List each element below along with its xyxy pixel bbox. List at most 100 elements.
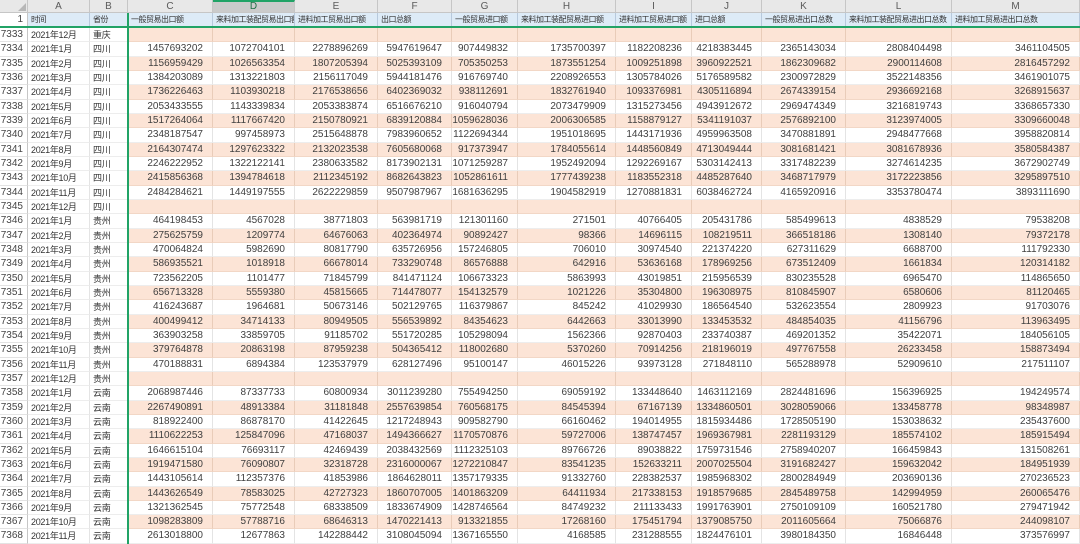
cell[interactable]: 152633211 xyxy=(616,457,692,473)
cell[interactable]: 556539892 xyxy=(378,314,452,329)
cell[interactable]: 1449197555 xyxy=(213,185,295,200)
cell[interactable]: 363903258 xyxy=(128,328,213,344)
cell[interactable]: 159632042 xyxy=(846,457,952,473)
cell[interactable]: 1919471580 xyxy=(128,457,213,473)
header-cell-D[interactable]: 来料加工装配贸易出口额 xyxy=(213,13,295,26)
header-cell-A[interactable]: 时间 xyxy=(28,13,90,26)
cell[interactable]: 66678014 xyxy=(295,257,378,272)
cell[interactable]: 585499613 xyxy=(762,214,846,229)
cell[interactable]: 26233458 xyxy=(846,343,952,358)
cell[interactable]: 178969256 xyxy=(692,257,762,272)
row-header-7339[interactable]: 7339 xyxy=(0,113,28,129)
cell[interactable]: 3468717979 xyxy=(762,171,846,186)
cell[interactable]: 1272210847 xyxy=(452,457,518,473)
cell[interactable]: 841471124 xyxy=(378,271,452,286)
cell[interactable]: 31181848 xyxy=(295,400,378,415)
header-cell-I[interactable]: 进料加工贸易进口额 xyxy=(616,13,692,26)
cell[interactable]: 121301160 xyxy=(452,214,518,229)
cell[interactable]: 113963495 xyxy=(952,314,1080,329)
cell[interactable]: 1112325103 xyxy=(452,443,518,458)
cell[interactable]: 8173902131 xyxy=(378,156,452,172)
cell[interactable]: 41156796 xyxy=(846,314,952,329)
cell[interactable]: 4485287640 xyxy=(692,171,762,186)
cell[interactable]: 373576997 xyxy=(952,529,1080,544)
cell[interactable]: 59727006 xyxy=(518,429,616,444)
cell[interactable]: 3216819743 xyxy=(846,99,952,114)
cell[interactable]: 3274614235 xyxy=(846,156,952,172)
cell[interactable]: 194249574 xyxy=(952,386,1080,401)
row-header-7354[interactable]: 7354 xyxy=(0,328,28,344)
cell[interactable] xyxy=(616,199,692,215)
row-header-7366[interactable]: 7366 xyxy=(0,500,28,516)
cell[interactable]: 2053433555 xyxy=(128,99,213,114)
row-header-7365[interactable]: 7365 xyxy=(0,486,28,501)
row-header-7346[interactable]: 7346 xyxy=(0,214,28,229)
cell[interactable]: 34714133 xyxy=(213,314,295,329)
cell[interactable]: 云南 xyxy=(90,529,128,544)
cell[interactable] xyxy=(762,28,846,43)
cell[interactable]: 203690136 xyxy=(846,472,952,487)
cell[interactable]: 3980184350 xyxy=(762,529,846,544)
cell[interactable]: 3580584387 xyxy=(952,142,1080,157)
cell[interactable]: 4567028 xyxy=(213,214,295,229)
cell[interactable]: 6402369032 xyxy=(378,85,452,100)
cell[interactable]: 2011605664 xyxy=(762,515,846,530)
cell[interactable]: 2021年3月 xyxy=(28,70,90,86)
cell[interactable]: 重庆 xyxy=(90,28,128,43)
cell[interactable]: 1735700397 xyxy=(518,42,616,57)
cell[interactable]: 217511107 xyxy=(952,357,1080,372)
cell[interactable]: 30974540 xyxy=(616,242,692,258)
cell[interactable]: 723562205 xyxy=(128,271,213,286)
cell[interactable]: 1443626549 xyxy=(128,486,213,501)
cell[interactable]: 628127496 xyxy=(378,357,452,372)
cell[interactable]: 3368657330 xyxy=(952,99,1080,114)
cell[interactable]: 1517264064 xyxy=(128,113,213,129)
cell[interactable]: 5370260 xyxy=(518,343,616,358)
cell[interactable]: 502129765 xyxy=(378,300,452,315)
cell[interactable]: 2021年4月 xyxy=(28,257,90,272)
cell[interactable]: 2021年9月 xyxy=(28,500,90,516)
cell[interactable]: 67167139 xyxy=(616,400,692,415)
cell[interactable]: 2112345192 xyxy=(295,171,378,186)
cell[interactable]: 5559380 xyxy=(213,285,295,301)
cell[interactable]: 1952492094 xyxy=(518,156,616,172)
cell[interactable]: 279471942 xyxy=(952,500,1080,516)
cell[interactable]: 1182208236 xyxy=(616,42,692,57)
cell[interactable]: 2132023538 xyxy=(295,142,378,157)
cell[interactable] xyxy=(952,199,1080,215)
row-header-7358[interactable]: 7358 xyxy=(0,386,28,401)
cell[interactable]: 3522148356 xyxy=(846,70,952,86)
cell[interactable]: 贵州 xyxy=(90,314,128,329)
cell[interactable]: 6038462724 xyxy=(692,185,762,200)
cell[interactable]: 7983960652 xyxy=(378,128,452,143)
cell[interactable]: 四川 xyxy=(90,142,128,157)
cell[interactable]: 156396925 xyxy=(846,386,952,401)
cell[interactable]: 1018918 xyxy=(213,257,295,272)
cell[interactable]: 20863198 xyxy=(213,343,295,358)
cell[interactable]: 4218383445 xyxy=(692,42,762,57)
cell[interactable] xyxy=(616,28,692,43)
cell[interactable]: 2021年4月 xyxy=(28,429,90,444)
cell[interactable]: 218196019 xyxy=(692,343,762,358)
cell[interactable]: 1367165550 xyxy=(452,529,518,544)
cell[interactable]: 2021年8月 xyxy=(28,142,90,157)
cell[interactable]: 2021年1月 xyxy=(28,42,90,57)
cell[interactable]: 贵州 xyxy=(90,371,128,387)
cell[interactable] xyxy=(128,28,213,43)
cell[interactable]: 7605680068 xyxy=(378,142,452,157)
cell[interactable]: 3958820814 xyxy=(952,128,1080,143)
cell[interactable]: 3461104505 xyxy=(952,42,1080,57)
cell[interactable]: 2365143034 xyxy=(762,42,846,57)
cell[interactable]: 118002680 xyxy=(452,343,518,358)
row-header-7337[interactable]: 7337 xyxy=(0,85,28,100)
cell[interactable]: 586935521 xyxy=(128,257,213,272)
cell[interactable]: 1862309682 xyxy=(762,56,846,71)
row-header-7333[interactable]: 7333 xyxy=(0,28,28,43)
cell[interactable]: 3191682427 xyxy=(762,457,846,473)
header-cell-J[interactable]: 进口总额 xyxy=(692,13,762,26)
cell[interactable]: 2613018800 xyxy=(128,529,213,544)
cell[interactable]: 70914256 xyxy=(616,343,692,358)
cell[interactable]: 3011239280 xyxy=(378,386,452,401)
cell[interactable]: 231288555 xyxy=(616,529,692,544)
cell[interactable]: 1156959429 xyxy=(128,56,213,71)
